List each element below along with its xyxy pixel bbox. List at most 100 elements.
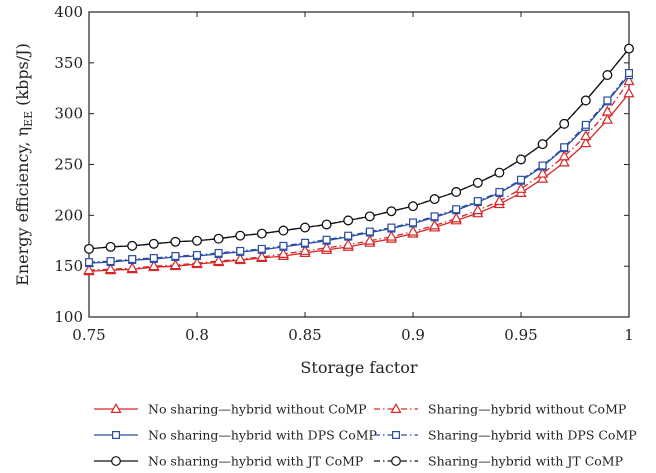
x-tick-label: 0.85 <box>288 326 321 344</box>
data-point <box>127 240 138 251</box>
data-point <box>344 231 353 240</box>
data-point <box>170 236 181 247</box>
data-point <box>235 230 246 241</box>
data-point <box>472 204 484 215</box>
data-point <box>128 255 137 264</box>
legend-item-4: Sharing—hybrid with DPS CoMP <box>374 428 637 443</box>
data-point <box>580 95 591 106</box>
data-point <box>364 211 375 222</box>
y-tick-label: 100 <box>54 308 83 326</box>
data-point <box>386 206 397 217</box>
x-axis-ticks: 0.75 0.8 0.85 0.9 0.95 1 <box>72 12 634 344</box>
y-tick-label: 250 <box>54 156 83 174</box>
data-point <box>623 87 635 98</box>
series-line <box>88 92 630 272</box>
data-point <box>106 257 115 266</box>
data-point <box>321 219 332 230</box>
data-point <box>300 222 310 233</box>
y-axis-label-unit: (kbps/J) <box>13 43 32 106</box>
legend-item-5: No sharing—hybrid with JT CoMP <box>94 454 363 469</box>
data-point <box>450 212 462 223</box>
x-tick-label: 0.75 <box>72 326 105 344</box>
data-point <box>343 215 354 226</box>
data-point <box>171 252 180 261</box>
data-point <box>516 154 526 165</box>
data-point <box>428 219 441 230</box>
data-point <box>452 205 461 214</box>
data-point <box>580 130 592 141</box>
data-point <box>430 212 439 221</box>
data-point <box>277 247 290 258</box>
data-point <box>257 244 266 253</box>
legend-item-6: Sharing—hybrid with JT CoMP <box>374 454 623 469</box>
data-point <box>602 70 613 80</box>
legend-label: No sharing—hybrid without CoMP <box>148 402 367 417</box>
data-point <box>148 238 159 249</box>
data-point <box>536 167 549 178</box>
data-point <box>429 194 440 204</box>
data-point <box>320 241 333 252</box>
data-point <box>601 113 614 124</box>
legend-marker <box>110 402 122 413</box>
data-point <box>601 105 614 116</box>
data-point <box>559 118 570 129</box>
legend-label: Sharing—hybrid with DPS CoMP <box>428 428 637 443</box>
y-axis-label: Energy efficiency, ηEE (kbps/J) <box>13 43 35 286</box>
y-tick-label: 150 <box>54 257 83 275</box>
y-axis-label-main: Energy efficiency, η <box>13 127 32 286</box>
data-point <box>212 255 225 266</box>
x-tick-label: 0.95 <box>504 326 537 344</box>
series-line <box>88 48 630 250</box>
x-tick-label: 1 <box>624 326 634 344</box>
data-point <box>193 250 202 259</box>
data-point <box>407 225 419 236</box>
data-point <box>364 234 376 245</box>
data-point <box>213 233 224 244</box>
series-3 <box>84 71 633 268</box>
data-point <box>84 243 94 254</box>
data-point <box>536 172 549 183</box>
data-point <box>558 156 570 167</box>
data-point <box>516 175 525 184</box>
plot-frame <box>88 11 630 318</box>
data-point <box>83 264 95 275</box>
series-5 <box>84 43 634 254</box>
data-point <box>365 227 374 236</box>
data-point <box>408 201 418 212</box>
data-point <box>191 257 203 268</box>
data-point <box>278 225 289 236</box>
data-point <box>214 248 223 257</box>
x-tick-label: 0.9 <box>401 326 425 344</box>
data-point <box>322 235 331 244</box>
data-point <box>493 195 506 206</box>
data-point <box>472 177 483 188</box>
data-point <box>580 137 592 148</box>
series-line <box>88 72 630 263</box>
data-point <box>84 258 93 267</box>
data-point <box>279 241 288 250</box>
series-line <box>88 80 630 271</box>
y-tick-label: 350 <box>54 54 83 72</box>
legend: No sharing—hybrid without CoMP Sharing—hy… <box>94 402 637 469</box>
legend-marker <box>391 456 401 466</box>
plot-area <box>88 11 630 318</box>
data-point <box>623 75 635 86</box>
legend-marker <box>390 402 402 413</box>
data-point <box>149 254 158 263</box>
legend-item-3: No sharing—hybrid with DPS CoMP <box>94 428 377 443</box>
data-point <box>515 182 527 193</box>
series-4 <box>84 68 633 267</box>
data-point <box>473 197 482 206</box>
series-layer <box>83 43 635 276</box>
legend-marker <box>392 431 401 440</box>
y-tick-label: 400 <box>54 3 83 21</box>
data-point <box>299 244 311 255</box>
data-point <box>409 218 418 227</box>
data-point <box>538 161 547 170</box>
data-point <box>256 228 267 239</box>
y-axis-label-subscript: EE <box>22 111 35 127</box>
data-point <box>387 223 396 232</box>
legend-label: Sharing—hybrid with JT CoMP <box>428 454 623 469</box>
series-6 <box>84 43 634 254</box>
